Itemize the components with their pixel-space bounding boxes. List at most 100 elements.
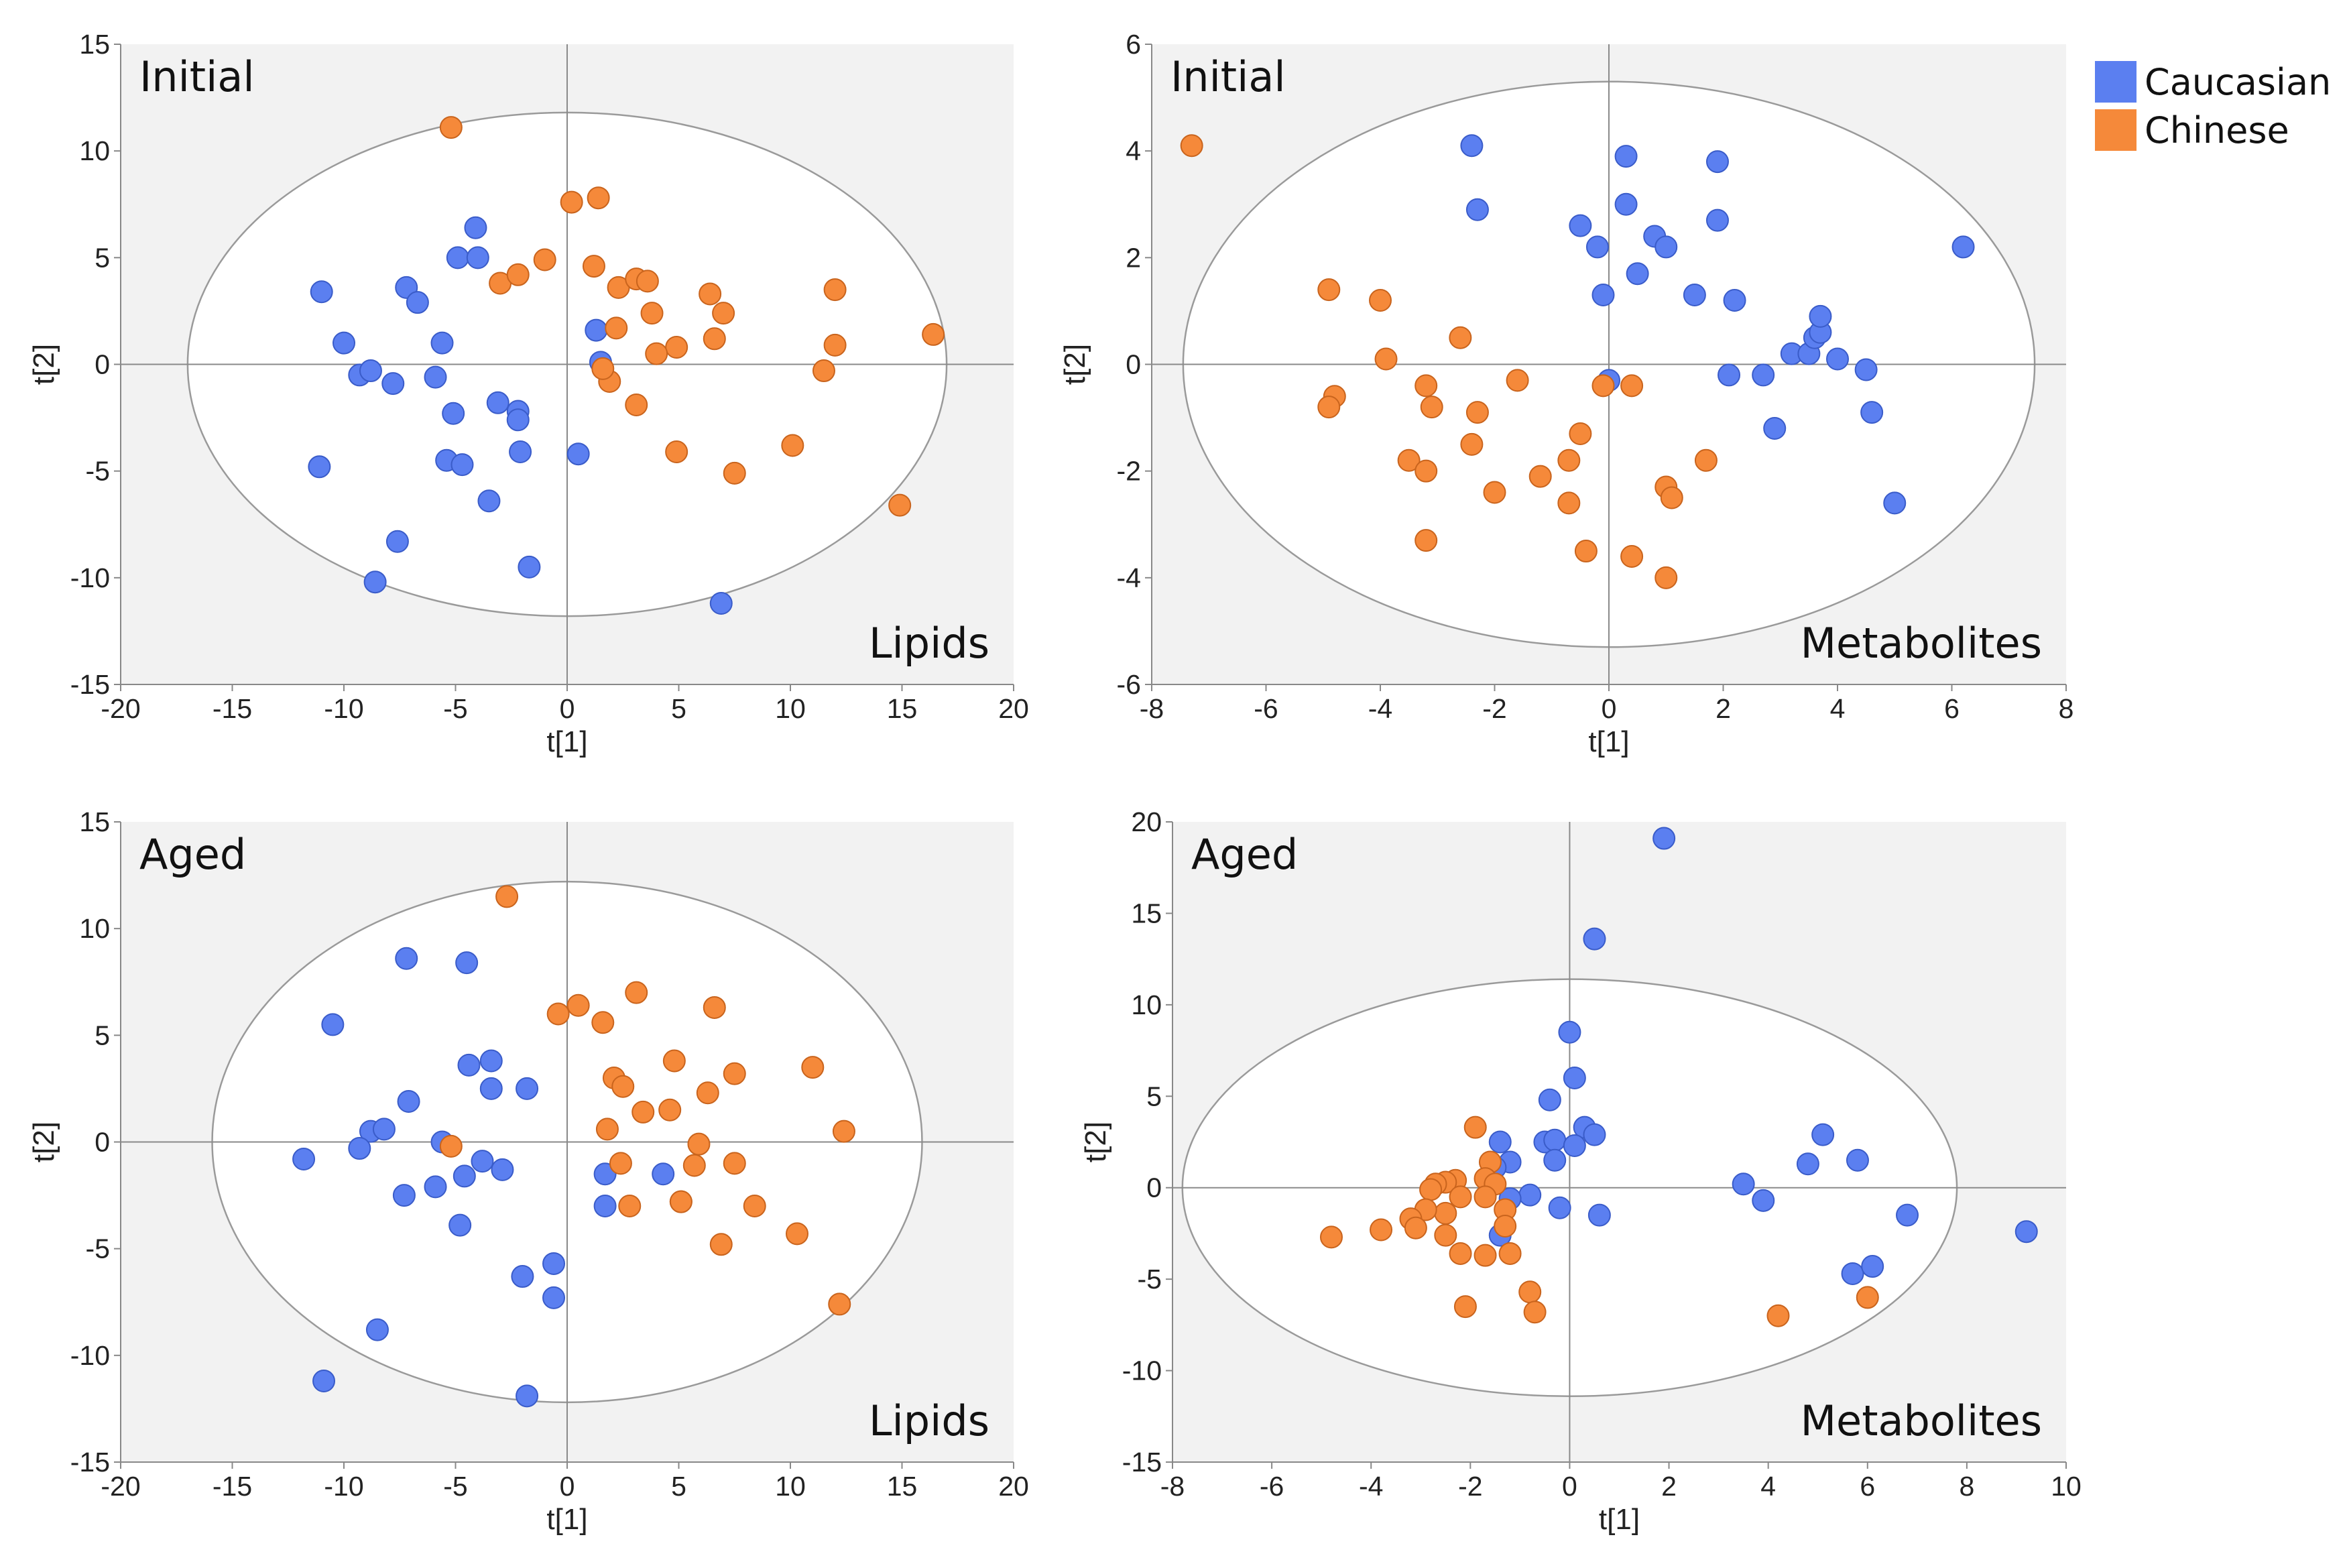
- data-point-chinese: [703, 996, 726, 1019]
- data-point-caucasian: [652, 1162, 675, 1186]
- x-tick-label: -10: [324, 693, 363, 724]
- y-tick-label: -10: [1122, 1355, 1162, 1386]
- y-axis-label: t[2]: [27, 1122, 60, 1162]
- data-point-chinese: [625, 393, 648, 416]
- data-point-caucasian: [1563, 1134, 1586, 1157]
- data-point-chinese: [560, 190, 583, 214]
- data-point-chinese: [439, 116, 463, 139]
- data-point-chinese: [1528, 465, 1552, 488]
- data-point-chinese: [1483, 481, 1506, 504]
- y-tick-label: -15: [70, 1447, 110, 1477]
- data-point-caucasian: [365, 1318, 389, 1341]
- data-point-caucasian: [585, 318, 608, 342]
- x-tick-label: -20: [101, 1471, 140, 1502]
- y-tick-label: -5: [86, 1233, 110, 1264]
- data-point-chinese: [1369, 289, 1392, 312]
- data-point-chinese: [1620, 545, 1644, 568]
- legend-swatch-caucasian: [2095, 61, 2137, 103]
- data-point-caucasian: [1583, 927, 1606, 951]
- dataset-label: Metabolites: [1801, 1396, 2042, 1445]
- data-point-chinese: [665, 336, 688, 359]
- x-axis-label: t[1]: [1599, 1503, 1640, 1536]
- y-tick-label: -4: [1117, 562, 1141, 593]
- y-tick-label: 6: [1126, 29, 1141, 60]
- data-point-caucasian: [542, 1286, 566, 1309]
- data-point-caucasian: [511, 1265, 534, 1288]
- data-point-chinese: [591, 357, 615, 380]
- data-point-caucasian: [1809, 304, 1832, 328]
- x-tick-label: 0: [1602, 693, 1617, 724]
- data-point-caucasian: [363, 570, 387, 594]
- data-point-chinese: [1766, 1304, 1790, 1327]
- y-tick-label: 0: [1146, 1172, 1162, 1203]
- data-point-caucasian: [516, 1077, 539, 1100]
- data-point-chinese: [1523, 1301, 1547, 1324]
- x-tick-label: -8: [1140, 693, 1164, 724]
- y-tick-label: 4: [1126, 135, 1141, 166]
- scatter-panel-1: -20 -15 -10 -5 0 5 10 15 20-15-10-5051015t[1]t[2…: [27, 29, 1029, 758]
- data-point-caucasian: [486, 391, 509, 414]
- data-point-chinese: [1370, 1218, 1393, 1242]
- data-point-caucasian: [333, 331, 355, 355]
- data-point-chinese: [709, 1233, 733, 1256]
- data-point-chinese: [1518, 1280, 1542, 1304]
- data-point-caucasian: [1563, 1067, 1586, 1089]
- data-point-caucasian: [385, 530, 409, 553]
- data-point-caucasian: [381, 372, 405, 396]
- data-point-caucasian: [455, 951, 479, 975]
- x-tick-label: -20: [101, 693, 140, 724]
- data-point-caucasian: [542, 1252, 566, 1275]
- data-point-chinese: [1620, 374, 1644, 398]
- data-point-caucasian: [450, 453, 474, 477]
- x-tick-label: -5: [443, 693, 467, 724]
- x-tick-label: 8: [2059, 693, 2074, 724]
- y-tick-label: 0: [1126, 349, 1141, 380]
- data-point-chinese: [662, 1049, 686, 1073]
- y-tick-label: 15: [79, 806, 110, 837]
- data-point-chinese: [669, 1190, 693, 1213]
- data-point-caucasian: [1626, 262, 1649, 286]
- data-point-caucasian: [479, 1049, 503, 1073]
- data-point-chinese: [781, 434, 804, 457]
- x-tick-label: -10: [324, 1471, 363, 1502]
- data-point-caucasian: [1883, 491, 1907, 515]
- x-tick-label: -6: [1260, 1471, 1284, 1502]
- legend: Caucasian Chinese: [2095, 58, 2331, 154]
- data-point-caucasian: [479, 1077, 503, 1100]
- data-point-caucasian: [1591, 284, 1615, 307]
- y-tick-label: 10: [1131, 989, 1162, 1020]
- data-point-caucasian: [1548, 1196, 1571, 1219]
- data-point-caucasian: [1583, 1123, 1606, 1146]
- data-point-chinese: [785, 1222, 808, 1246]
- data-point-chinese: [665, 440, 688, 464]
- y-tick-label: 0: [95, 349, 110, 380]
- data-point-caucasian: [348, 1137, 371, 1160]
- data-point-chinese: [723, 1062, 746, 1085]
- data-point-caucasian: [1763, 417, 1787, 440]
- x-tick-label: 15: [887, 693, 918, 724]
- data-point-caucasian: [518, 555, 541, 579]
- scatter-panel-4: -8 -6 -4 -2 0 2 4 6 8 10 -15 -10 -5 0 5 10 15 20 t[1] t[2] A…: [1079, 806, 2082, 1536]
- data-point-chinese: [1557, 491, 1581, 515]
- data-point-caucasian: [1860, 401, 1884, 424]
- data-point-caucasian: [292, 1147, 316, 1170]
- legend-swatch-chinese: [2095, 109, 2137, 151]
- data-point-caucasian: [308, 455, 331, 479]
- y-axis-label: t[2]: [27, 344, 60, 385]
- panel-title: Initial: [139, 52, 255, 101]
- data-point-caucasian: [1752, 1189, 1775, 1212]
- data-point-caucasian: [1826, 347, 1849, 371]
- data-point-chinese: [533, 248, 556, 272]
- panel-title: Aged: [1191, 830, 1298, 879]
- data-point-caucasian: [442, 402, 465, 425]
- data-point-caucasian: [1614, 192, 1638, 216]
- x-tick-label: 0: [560, 693, 575, 724]
- x-tick-label: 2: [1661, 1471, 1677, 1502]
- data-point-chinese: [828, 1292, 851, 1316]
- data-point-chinese: [801, 1056, 825, 1079]
- data-point-chinese: [605, 316, 628, 340]
- data-point-chinese: [1449, 1242, 1472, 1265]
- y-tick-label: -5: [86, 456, 110, 487]
- x-tick-label: 6: [1944, 693, 1960, 724]
- data-point-chinese: [1465, 401, 1489, 424]
